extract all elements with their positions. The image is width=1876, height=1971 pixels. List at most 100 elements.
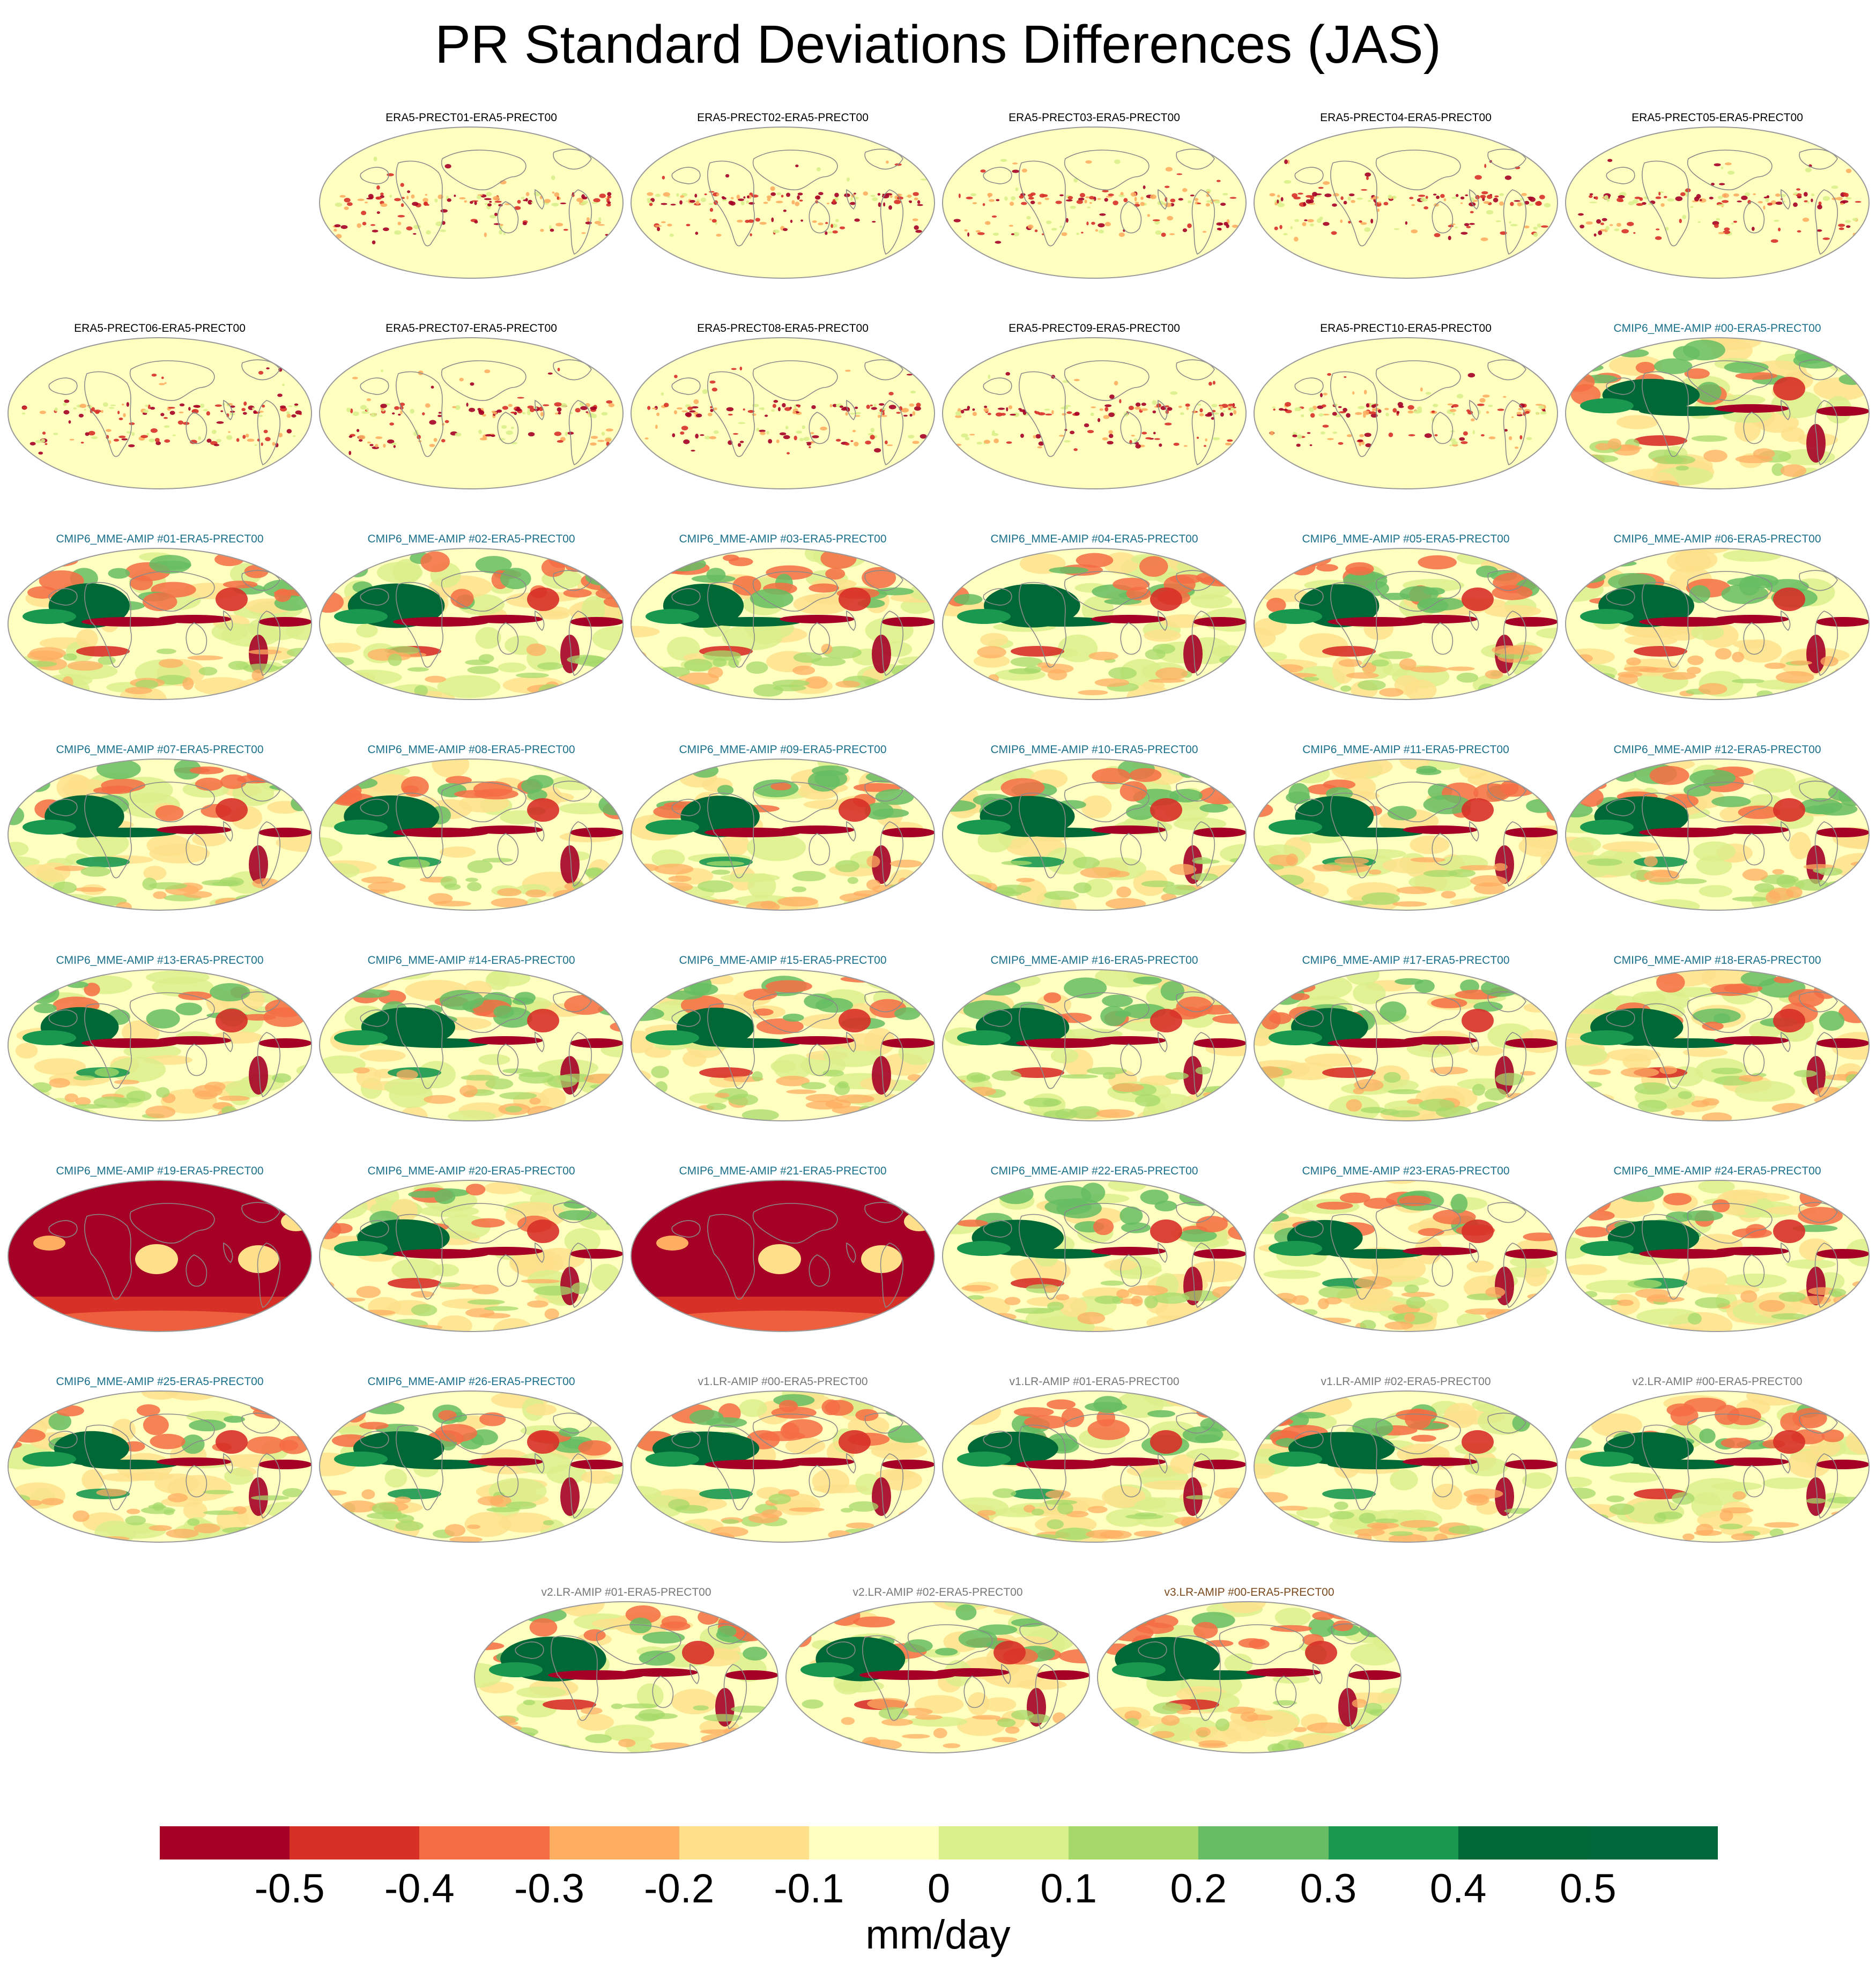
panel-label: CMIP6_MME-AMIP #13-ERA5-PRECT00 — [56, 954, 264, 966]
panel-label: ERA5-PRECT10-ERA5-PRECT00 — [1320, 322, 1492, 334]
panel-label: ERA5-PRECT03-ERA5-PRECT00 — [1009, 111, 1180, 124]
map-panel: v3.LR-AMIP #00-ERA5-PRECT00 — [1096, 1586, 1403, 1757]
panel-label: CMIP6_MME-AMIP #19-ERA5-PRECT00 — [56, 1165, 264, 1177]
map-image — [1254, 1390, 1558, 1543]
map-panel: CMIP6_MME-AMIP #05-ERA5-PRECT00 — [1252, 533, 1559, 703]
map-panel: CMIP6_MME-AMIP #19-ERA5-PRECT00 — [6, 1165, 313, 1335]
colorbar-swatch — [1588, 1826, 1718, 1860]
panel-label: v2.LR-AMIP #02-ERA5-PRECT00 — [852, 1586, 1023, 1598]
colorbar-swatch — [1198, 1826, 1329, 1860]
map-panel: ERA5-PRECT02-ERA5-PRECT00 — [629, 111, 936, 282]
panel-label: ERA5-PRECT06-ERA5-PRECT00 — [74, 322, 246, 334]
colorbar-tick-label: -0.5 — [254, 1866, 325, 1912]
map-image — [319, 969, 624, 1121]
map-panel: ERA5-PRECT01-ERA5-PRECT00 — [318, 111, 625, 282]
colorbar-tick-label: 0.4 — [1429, 1866, 1487, 1912]
map-panel: CMIP6_MME-AMIP #04-ERA5-PRECT00 — [941, 533, 1248, 703]
map-panel: CMIP6_MME-AMIP #25-ERA5-PRECT00 — [6, 1375, 313, 1546]
map-image — [942, 337, 1247, 489]
colorbar-tick-label: 0.5 — [1560, 1866, 1617, 1912]
map-panel: CMIP6_MME-AMIP #13-ERA5-PRECT00 — [6, 954, 313, 1125]
map-image — [319, 1390, 624, 1543]
panel-label: CMIP6_MME-AMIP #15-ERA5-PRECT00 — [679, 954, 887, 966]
colorbar-tick-label: 0 — [927, 1866, 951, 1912]
panel-label: CMIP6_MME-AMIP #17-ERA5-PRECT00 — [1302, 954, 1510, 966]
colorbar-swatch — [679, 1826, 810, 1860]
colorbar-tick-label: 0.3 — [1300, 1866, 1357, 1912]
colorbar-tick-label: -0.2 — [644, 1866, 715, 1912]
panel-label: CMIP6_MME-AMIP #18-ERA5-PRECT00 — [1613, 954, 1821, 966]
map-image — [1254, 127, 1558, 279]
map-image — [942, 758, 1247, 911]
map-panel: ERA5-PRECT10-ERA5-PRECT00 — [1252, 322, 1559, 493]
map-image — [942, 127, 1247, 279]
panel-label: CMIP6_MME-AMIP #06-ERA5-PRECT00 — [1613, 533, 1821, 545]
panel-label: ERA5-PRECT04-ERA5-PRECT00 — [1320, 111, 1492, 124]
map-panel: CMIP6_MME-AMIP #09-ERA5-PRECT00 — [629, 743, 936, 914]
colorbar-swatch — [1328, 1826, 1459, 1860]
panel-label: CMIP6_MME-AMIP #04-ERA5-PRECT00 — [990, 533, 1198, 545]
map-panel: CMIP6_MME-AMIP #02-ERA5-PRECT00 — [318, 533, 625, 703]
map-panel: ERA5-PRECT05-ERA5-PRECT00 — [1564, 111, 1871, 282]
map-image — [1565, 337, 1870, 489]
colorbar-swatch — [1069, 1826, 1199, 1860]
map-image — [1097, 1601, 1402, 1753]
map-image — [8, 548, 312, 700]
map-image — [631, 548, 935, 700]
map-panel: ERA5-PRECT09-ERA5-PRECT00 — [941, 322, 1248, 493]
panel-label: CMIP6_MME-AMIP #00-ERA5-PRECT00 — [1613, 322, 1821, 334]
map-panel: CMIP6_MME-AMIP #00-ERA5-PRECT00 — [1564, 322, 1871, 493]
map-image — [631, 337, 935, 489]
map-panel: CMIP6_MME-AMIP #21-ERA5-PRECT00 — [629, 1165, 936, 1335]
map-panel: ERA5-PRECT03-ERA5-PRECT00 — [941, 111, 1248, 282]
map-image — [319, 758, 624, 911]
map-panel: v1.LR-AMIP #00-ERA5-PRECT00 — [629, 1375, 936, 1546]
panel-label: CMIP6_MME-AMIP #10-ERA5-PRECT00 — [990, 743, 1198, 756]
map-image — [1565, 1390, 1870, 1543]
map-image — [8, 1180, 312, 1332]
panel-label: v1.LR-AMIP #00-ERA5-PRECT00 — [698, 1375, 868, 1388]
panel-label: CMIP6_MME-AMIP #08-ERA5-PRECT00 — [367, 743, 575, 756]
map-image — [319, 337, 624, 489]
map-panel: ERA5-PRECT04-ERA5-PRECT00 — [1252, 111, 1559, 282]
panel-label: v1.LR-AMIP #02-ERA5-PRECT00 — [1321, 1375, 1491, 1388]
map-image — [1254, 548, 1558, 700]
map-panel: CMIP6_MME-AMIP #22-ERA5-PRECT00 — [941, 1165, 1248, 1335]
panel-label: ERA5-PRECT05-ERA5-PRECT00 — [1632, 111, 1803, 124]
map-panel: CMIP6_MME-AMIP #18-ERA5-PRECT00 — [1564, 954, 1871, 1125]
map-image — [631, 127, 935, 279]
panel-label: CMIP6_MME-AMIP #24-ERA5-PRECT00 — [1613, 1165, 1821, 1177]
colorbar-units: mm/day — [865, 1912, 1011, 1958]
map-panel: CMIP6_MME-AMIP #06-ERA5-PRECT00 — [1564, 533, 1871, 703]
map-image — [474, 1601, 778, 1753]
map-panel: CMIP6_MME-AMIP #11-ERA5-PRECT00 — [1252, 743, 1559, 914]
panel-label: CMIP6_MME-AMIP #01-ERA5-PRECT00 — [56, 533, 264, 545]
map-image — [1565, 969, 1870, 1121]
map-panel: v2.LR-AMIP #02-ERA5-PRECT00 — [784, 1586, 1091, 1757]
map-panel: CMIP6_MME-AMIP #08-ERA5-PRECT00 — [318, 743, 625, 914]
map-image — [1565, 758, 1870, 911]
panel-label: ERA5-PRECT08-ERA5-PRECT00 — [697, 322, 869, 334]
map-image — [1254, 758, 1558, 911]
panel-label: CMIP6_MME-AMIP #26-ERA5-PRECT00 — [367, 1375, 575, 1388]
colorbar-swatch — [809, 1826, 939, 1860]
map-panel: CMIP6_MME-AMIP #15-ERA5-PRECT00 — [629, 954, 936, 1125]
map-image — [1254, 969, 1558, 1121]
map-image — [631, 969, 935, 1121]
colorbar-swatch — [290, 1826, 420, 1860]
colorbar-swatch — [549, 1826, 680, 1860]
map-panel: CMIP6_MME-AMIP #14-ERA5-PRECT00 — [318, 954, 625, 1125]
map-panel: CMIP6_MME-AMIP #26-ERA5-PRECT00 — [318, 1375, 625, 1546]
map-panel: v1.LR-AMIP #02-ERA5-PRECT00 — [1252, 1375, 1559, 1546]
map-image — [319, 548, 624, 700]
panel-label: v2.LR-AMIP #01-ERA5-PRECT00 — [541, 1586, 711, 1598]
map-image — [1565, 1180, 1870, 1332]
map-image — [631, 1390, 935, 1543]
map-panel: CMIP6_MME-AMIP #16-ERA5-PRECT00 — [941, 954, 1248, 1125]
panel-label: ERA5-PRECT07-ERA5-PRECT00 — [385, 322, 557, 334]
map-panel: CMIP6_MME-AMIP #12-ERA5-PRECT00 — [1564, 743, 1871, 914]
map-panel: CMIP6_MME-AMIP #07-ERA5-PRECT00 — [6, 743, 313, 914]
panel-label: CMIP6_MME-AMIP #02-ERA5-PRECT00 — [367, 533, 575, 545]
panel-label: v1.LR-AMIP #01-ERA5-PRECT00 — [1009, 1375, 1180, 1388]
